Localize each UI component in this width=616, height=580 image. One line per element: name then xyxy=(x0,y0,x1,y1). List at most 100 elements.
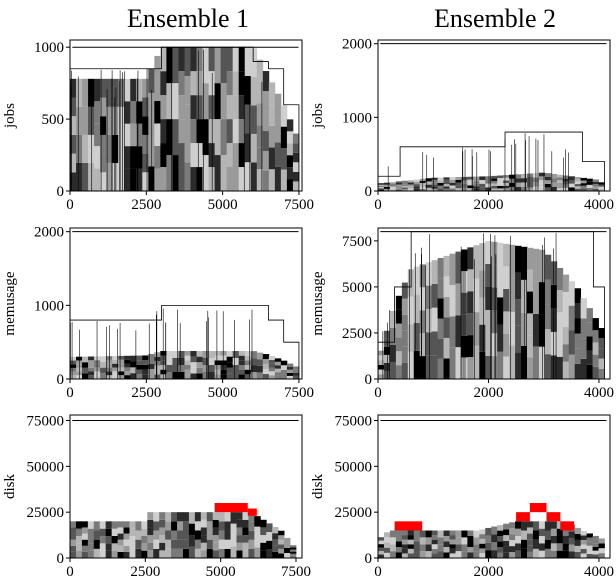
stack-block xyxy=(467,180,473,183)
stack-block xyxy=(82,368,88,374)
stack-block xyxy=(438,339,444,359)
stack-block xyxy=(141,543,147,550)
stack-block xyxy=(527,521,533,527)
stack-block xyxy=(197,351,203,357)
stack-block xyxy=(293,370,299,373)
stack-block xyxy=(88,135,94,163)
stack-block xyxy=(275,365,281,368)
stack-block xyxy=(82,527,88,533)
stack-block xyxy=(118,521,124,527)
stack-block xyxy=(444,542,450,548)
stack-block xyxy=(390,311,396,328)
stack-block xyxy=(384,187,390,189)
stack-block xyxy=(515,326,521,353)
stack-block xyxy=(467,335,473,357)
stack-block xyxy=(172,365,178,372)
stack-block xyxy=(189,524,195,535)
stack-block xyxy=(118,107,124,135)
stack-block xyxy=(533,521,539,530)
stack-block xyxy=(100,543,106,550)
stack-block xyxy=(142,154,148,173)
stack-block xyxy=(213,535,219,543)
stack-block xyxy=(281,148,287,169)
stack-block xyxy=(88,529,94,536)
y-axis-label: disk xyxy=(310,474,326,500)
stack-block xyxy=(563,327,569,344)
stack-block xyxy=(402,181,408,183)
stack-block xyxy=(154,366,160,370)
stack-block xyxy=(153,531,159,540)
stack-block xyxy=(539,521,545,528)
stack-block xyxy=(118,79,124,107)
stack-block xyxy=(190,95,196,119)
stack-block xyxy=(227,368,233,374)
stack-block xyxy=(227,373,233,379)
stack-block xyxy=(450,177,456,180)
stack-block xyxy=(444,180,450,182)
stack-block xyxy=(197,368,203,374)
stack-block xyxy=(402,535,408,540)
stack-block xyxy=(593,536,599,540)
stack-block xyxy=(593,547,599,551)
stack-block xyxy=(396,536,402,542)
stack-block xyxy=(248,549,254,558)
stack-block xyxy=(293,153,299,163)
stack-block xyxy=(515,529,521,536)
stack-block xyxy=(177,549,183,558)
stack-block xyxy=(503,541,509,547)
stack-block xyxy=(112,163,118,191)
stack-block xyxy=(227,119,233,143)
stack-block xyxy=(527,546,533,552)
stack-block xyxy=(129,543,135,550)
stack-block xyxy=(455,544,461,551)
stack-block xyxy=(450,316,456,347)
stack-block xyxy=(184,351,190,356)
stack-block xyxy=(569,551,575,558)
stack-block xyxy=(461,293,467,315)
stack-block xyxy=(378,186,384,187)
stack-block xyxy=(569,538,575,545)
stack-block xyxy=(171,531,177,540)
stack-block xyxy=(284,553,290,558)
stack-block xyxy=(575,184,581,186)
stack-block xyxy=(497,547,503,552)
y-tick-label: 2000 xyxy=(342,37,372,53)
stack-block xyxy=(209,351,215,358)
stack-block xyxy=(118,360,124,364)
stack-block xyxy=(190,373,196,379)
stack-block xyxy=(450,549,456,554)
stack-block xyxy=(269,375,275,379)
stack-block xyxy=(503,266,509,289)
stack-block xyxy=(184,105,190,134)
stack-block xyxy=(390,187,396,188)
stack-block xyxy=(545,531,551,540)
stack-block xyxy=(450,185,456,188)
stack-block xyxy=(479,352,485,379)
stack-block xyxy=(118,356,124,360)
stack-block xyxy=(527,184,533,187)
stack-block xyxy=(396,183,402,185)
panel-ensemble1-jobs: 0 500 1000 0 2500 5000 7500 jobs xyxy=(0,38,308,213)
stack-block xyxy=(420,537,426,544)
stack-block xyxy=(575,540,581,546)
stack-block xyxy=(491,183,497,186)
stack-block xyxy=(278,544,284,549)
stack-block xyxy=(426,531,432,538)
x-tick-label: 0 xyxy=(374,564,382,580)
stack-block xyxy=(172,155,178,191)
stack-block xyxy=(515,272,521,299)
stack-block xyxy=(581,298,587,318)
stack-block xyxy=(82,373,88,379)
stack-block xyxy=(130,169,136,191)
stack-block xyxy=(581,183,587,186)
stack-block xyxy=(414,267,420,295)
stack-block xyxy=(257,82,263,104)
stack-block xyxy=(82,79,88,107)
stack-block xyxy=(497,352,503,379)
stack-block xyxy=(485,176,491,180)
stack-block xyxy=(189,512,195,523)
stack-block xyxy=(219,521,225,530)
stack-block xyxy=(287,155,293,167)
stack-block xyxy=(479,243,485,270)
stack-block xyxy=(213,520,219,528)
